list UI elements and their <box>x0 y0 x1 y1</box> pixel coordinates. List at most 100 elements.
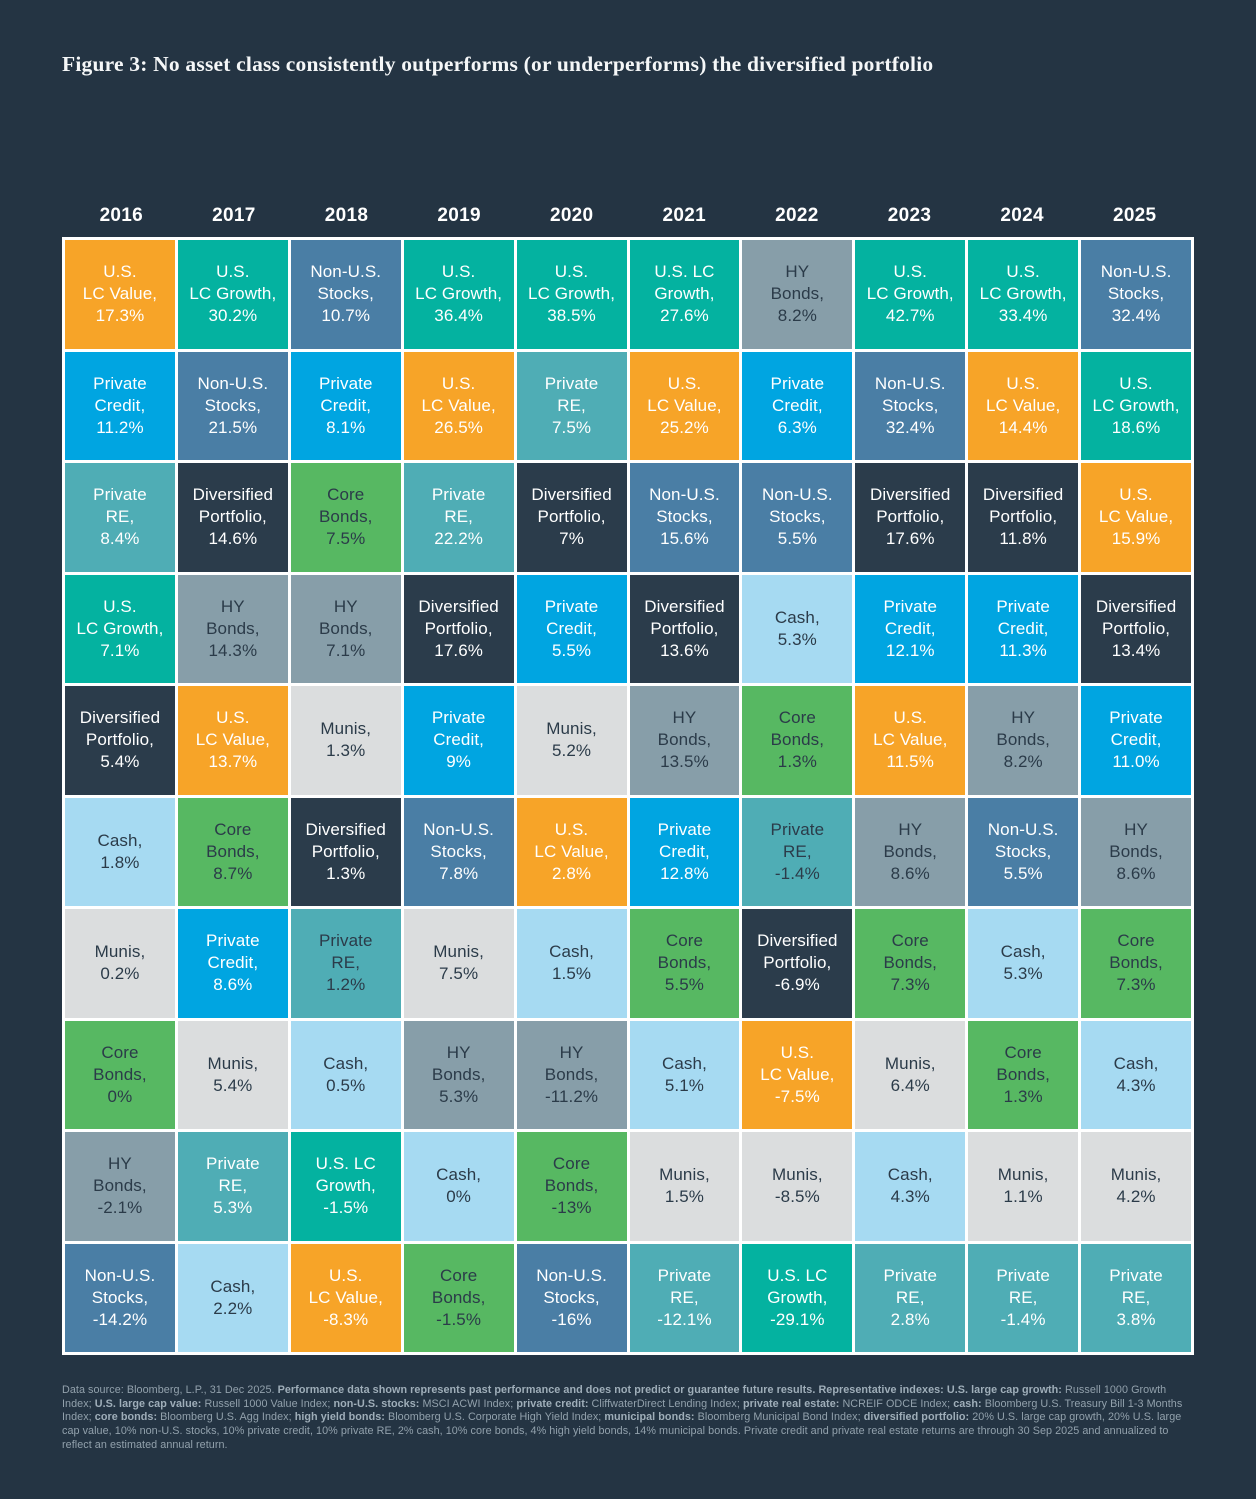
asset-cell: Non-U.S. Stocks, 7.8% <box>403 797 514 906</box>
year-header: 2020 <box>549 205 594 226</box>
footnote-segment: CliffwaterDirect Lending Index; <box>588 1397 743 1410</box>
asset-cell: HY Bonds, 8.6% <box>1081 797 1191 906</box>
year-header: 2017 <box>212 205 256 226</box>
year-header: 2021 <box>662 205 707 226</box>
asset-cell: Munis, -8.5% <box>742 1132 853 1241</box>
asset-cell: Cash, 0.5% <box>290 1020 401 1129</box>
asset-cell: Private RE, 22.2% <box>403 463 514 572</box>
asset-cell: Private Credit, 11.2% <box>65 351 175 460</box>
asset-cell: Non-U.S. Stocks, 21.5% <box>177 351 288 460</box>
asset-cell: Diversified Portfolio, 13.4% <box>1081 574 1191 683</box>
asset-cell: Private RE, -1.4% <box>968 1243 1079 1352</box>
asset-cell: U.S. LC Growth, -29.1% <box>742 1243 853 1352</box>
year-header: 2022 <box>775 205 819 226</box>
asset-cell: HY Bonds, 8.2% <box>742 240 853 349</box>
footnote-bold-segment: non-U.S. stocks: <box>333 1397 420 1410</box>
asset-cell: Non-U.S. Stocks, 32.4% <box>855 351 966 460</box>
asset-cell: U.S. LC Value, 11.5% <box>855 686 966 795</box>
asset-cell: Cash, 5.1% <box>629 1020 740 1129</box>
asset-cell: Cash, 5.3% <box>742 574 853 683</box>
asset-cell: Core Bonds, 1.3% <box>742 686 853 795</box>
year-header: 2025 <box>1112 205 1157 226</box>
asset-cell: Cash, 4.3% <box>1081 1020 1191 1129</box>
asset-cell: HY Bonds, 8.2% <box>968 686 1079 795</box>
asset-cell: U.S. LC Growth, 30.2% <box>177 240 288 349</box>
asset-cell: Non-U.S. Stocks, 10.7% <box>290 240 401 349</box>
asset-cell: Diversified Portfolio, 14.6% <box>177 463 288 572</box>
asset-cell: Cash, 1.8% <box>65 797 175 906</box>
asset-cell: Munis, 1.3% <box>290 686 401 795</box>
footnote-bold-segment: high yield bonds: <box>294 1411 385 1424</box>
asset-cell: Private RE, -12.1% <box>629 1243 740 1352</box>
asset-cell: U.S. LC Value, 15.9% <box>1081 463 1191 572</box>
asset-cell: U.S. LC Growth, 42.7% <box>855 240 966 349</box>
asset-cell: Munis, 7.5% <box>403 909 514 1018</box>
asset-cell: Non-U.S. Stocks, 5.5% <box>742 463 853 572</box>
asset-cell: Core Bonds, -1.5% <box>403 1243 514 1352</box>
asset-cell: Cash, 1.5% <box>516 909 627 1018</box>
asset-cell: U.S. LC Value, 25.2% <box>629 351 740 460</box>
asset-cell: U.S. LC Growth, 36.4% <box>403 240 514 349</box>
asset-cell: Core Bonds, 8.7% <box>177 797 288 906</box>
footnote-bold-segment: private credit: <box>516 1397 589 1410</box>
asset-cell: U.S. LC Value, 2.8% <box>516 797 627 906</box>
asset-cell: Private Credit, 6.3% <box>742 351 853 460</box>
footnote-bold-segment: core bonds: <box>94 1411 158 1424</box>
figure-title: Figure 3: No asset class consistently ou… <box>62 52 934 76</box>
asset-cell: Cash, 4.3% <box>855 1132 966 1241</box>
asset-cell: HY Bonds, 8.6% <box>855 797 966 906</box>
asset-cell: Munis, 1.1% <box>968 1132 1079 1241</box>
footnote-segment: Data source: Bloomberg, L.P., 31 Dec 202… <box>62 1384 278 1396</box>
asset-cell: Core Bonds, 7.3% <box>855 909 966 1018</box>
footnote-segment: NCREIF ODCE Index; <box>839 1397 954 1410</box>
asset-cell: Diversified Portfolio, 17.6% <box>855 463 966 572</box>
asset-cell: HY Bonds, 7.1% <box>290 574 401 683</box>
asset-cell: Non-U.S. Stocks, 32.4% <box>1081 240 1191 349</box>
asset-cell: HY Bonds, -2.1% <box>65 1132 175 1241</box>
asset-cell: HY Bonds, 5.3% <box>403 1020 514 1129</box>
asset-cell: Private Credit, 8.6% <box>177 909 288 1018</box>
footnote-segment: Bloomberg U.S. Treasury Bill 1-3 Months … <box>62 1397 1183 1424</box>
asset-cell: Cash, 2.2% <box>177 1243 288 1352</box>
asset-cell: U.S. LC Value, 17.3% <box>65 240 175 349</box>
asset-cell: Munis, 4.2% <box>1081 1132 1191 1241</box>
footnote-bold-segment: private real estate: <box>742 1397 840 1410</box>
asset-cell: Private RE, 7.5% <box>516 351 627 460</box>
asset-cell: Diversified Portfolio, 7% <box>516 463 627 572</box>
asset-cell: Private RE, 5.3% <box>177 1132 288 1241</box>
footnote-bold-segment: U.S. large cap value: <box>94 1397 202 1410</box>
asset-cell: Private Credit, 12.8% <box>629 797 740 906</box>
asset-cell: Diversified Portfolio, 5.4% <box>65 686 175 795</box>
asset-cell: Non-U.S. Stocks, 5.5% <box>968 797 1079 906</box>
asset-cell: U.S. LC Value, 13.7% <box>177 686 288 795</box>
year-header: 2016 <box>99 205 144 226</box>
asset-cell: U.S. LC Growth, 33.4% <box>968 240 1079 349</box>
asset-cell: Non-U.S. Stocks, -16% <box>516 1243 627 1352</box>
asset-cell: Private RE, 3.8% <box>1081 1243 1191 1352</box>
asset-cell: HY Bonds, -11.2% <box>516 1020 627 1129</box>
asset-cell: Diversified Portfolio, 13.6% <box>629 574 740 683</box>
footnote-segment: Russell 1000 Growth Index; <box>62 1384 1167 1410</box>
footnote-segment: 20% U.S. large cap growth, 20% U.S. larg… <box>62 1411 1182 1451</box>
asset-cell: Diversified Portfolio, 1.3% <box>290 797 401 906</box>
asset-cell: Private RE, 8.4% <box>65 463 175 572</box>
asset-cell: Private Credit, 5.5% <box>516 574 627 683</box>
asset-cell: Diversified Portfolio, 11.8% <box>968 463 1079 572</box>
asset-cell: Munis, 5.2% <box>516 686 627 795</box>
asset-cell: Core Bonds, 0% <box>65 1020 175 1129</box>
asset-return-rank-grid: U.S. LC Value, 17.3% Private Credit, 11.2… <box>62 237 1194 1355</box>
footnote-bold-segment: Performance data shown represents past p… <box>277 1384 1062 1396</box>
year-header: 2024 <box>1000 205 1044 226</box>
asset-cell: U.S. LC Value, 26.5% <box>403 351 514 460</box>
year-header: 2018 <box>324 205 369 226</box>
asset-cell: Diversified Portfolio, 17.6% <box>403 574 514 683</box>
asset-cell: Munis, 1.5% <box>629 1132 740 1241</box>
asset-cell: Private RE, 2.8% <box>855 1243 966 1352</box>
asset-cell: Private Credit, 9% <box>403 686 514 795</box>
asset-cell: Private Credit, 12.1% <box>855 574 966 683</box>
asset-cell: U.S. LC Growth, -1.5% <box>290 1132 401 1241</box>
asset-cell: U.S. LC Value, 14.4% <box>968 351 1079 460</box>
year-header-row: 2016 2017 2018 2019 2020 2021 2022 2023 2024 2025 <box>62 200 1194 232</box>
asset-cell: Cash, 5.3% <box>968 909 1079 1018</box>
